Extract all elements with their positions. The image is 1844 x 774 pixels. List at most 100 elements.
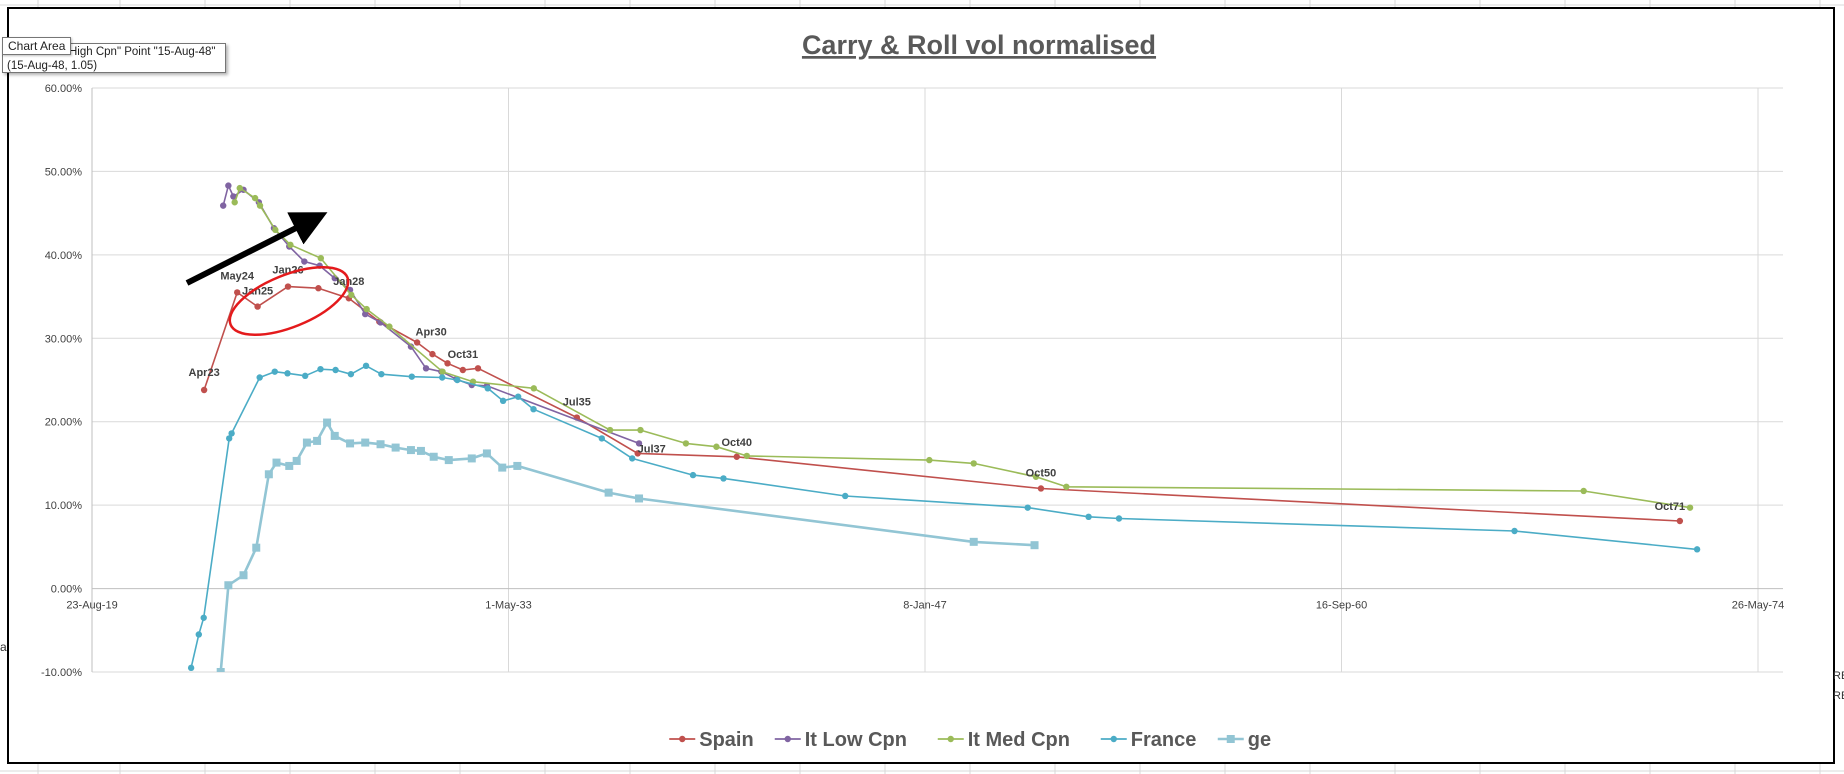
- data-point[interactable]: [386, 323, 393, 330]
- data-point[interactable]: [362, 362, 370, 370]
- legend-item-france[interactable]: France: [1100, 729, 1197, 751]
- data-point[interactable]: [256, 202, 264, 209]
- data-point[interactable]: [841, 492, 849, 500]
- series-line[interactable]: [219, 421, 1035, 673]
- data-point[interactable]: [285, 461, 294, 470]
- data-point[interactable]: [391, 443, 400, 452]
- legend-item-ge[interactable]: ge: [1217, 729, 1271, 751]
- data-point[interactable]: [284, 283, 292, 290]
- data-point[interactable]: [317, 365, 324, 373]
- data-point[interactable]: [1115, 515, 1123, 522]
- data-point[interactable]: [682, 440, 690, 447]
- highlight-ellipse[interactable]: [221, 253, 357, 348]
- data-point[interactable]: [378, 370, 385, 378]
- data-point[interactable]: [363, 305, 370, 313]
- data-point[interactable]: [256, 374, 263, 381]
- data-point[interactable]: [969, 537, 978, 546]
- data-point[interactable]: [604, 488, 613, 497]
- data-point[interactable]: [444, 456, 453, 465]
- data-point[interactable]: [1693, 546, 1701, 553]
- data-point[interactable]: [406, 446, 415, 455]
- data-point[interactable]: [219, 202, 227, 209]
- data-point[interactable]: [408, 373, 415, 380]
- data-point[interactable]: [348, 291, 355, 299]
- data-point[interactable]: [743, 452, 751, 460]
- data-point[interactable]: [513, 461, 522, 470]
- data-point[interactable]: [1037, 485, 1045, 492]
- data-point[interactable]: [1511, 527, 1518, 535]
- data-point[interactable]: [422, 365, 430, 372]
- data-point[interactable]: [482, 449, 491, 458]
- data-point[interactable]: [606, 426, 614, 434]
- data-point[interactable]: [272, 458, 281, 467]
- data-point[interactable]: [317, 254, 325, 262]
- data-point[interactable]: [287, 241, 294, 249]
- data-point[interactable]: [689, 471, 697, 479]
- data-point[interactable]: [635, 494, 644, 503]
- trend-arrow[interactable]: [185, 212, 328, 286]
- data-point[interactable]: [330, 431, 339, 440]
- data-point[interactable]: [332, 366, 339, 374]
- series-line[interactable]: [203, 285, 1680, 522]
- data-point[interactable]: [313, 436, 322, 445]
- data-point[interactable]: [484, 385, 491, 392]
- data-point[interactable]: [216, 668, 225, 676]
- data-point[interactable]: [1686, 504, 1694, 511]
- data-point[interactable]: [629, 455, 636, 462]
- data-point[interactable]: [637, 426, 644, 434]
- data-point[interactable]: [467, 454, 476, 463]
- data-point[interactable]: [416, 446, 425, 455]
- data-point[interactable]: [323, 418, 332, 427]
- data-point[interactable]: [1676, 517, 1684, 525]
- data-point[interactable]: [454, 376, 461, 384]
- data-point[interactable]: [347, 370, 355, 378]
- data-point[interactable]: [292, 456, 301, 465]
- data-point[interactable]: [459, 366, 467, 374]
- data-point[interactable]: [233, 289, 241, 296]
- data-point[interactable]: [251, 194, 259, 202]
- data-point[interactable]: [438, 374, 446, 381]
- legend-item-it-low-cpn[interactable]: It Low Cpn: [774, 729, 907, 751]
- data-point[interactable]: [272, 226, 279, 234]
- data-point[interactable]: [1085, 513, 1092, 521]
- data-point[interactable]: [530, 385, 538, 392]
- series-line[interactable]: [233, 187, 1691, 509]
- data-point[interactable]: [713, 443, 720, 450]
- data-point[interactable]: [200, 386, 208, 394]
- data-point[interactable]: [230, 193, 237, 200]
- data-point[interactable]: [635, 440, 643, 447]
- data-point[interactable]: [315, 285, 322, 292]
- series-line[interactable]: [190, 364, 1698, 668]
- data-point[interactable]: [225, 435, 233, 442]
- data-point[interactable]: [254, 303, 261, 310]
- data-point[interactable]: [1030, 541, 1039, 550]
- data-point[interactable]: [252, 543, 261, 552]
- data-point[interactable]: [362, 310, 369, 318]
- data-point[interactable]: [302, 438, 311, 447]
- data-point[interactable]: [231, 199, 238, 206]
- legend-item-spain[interactable]: Spain: [669, 729, 754, 751]
- data-point[interactable]: [1063, 483, 1070, 490]
- chart-area[interactable]: [7, 7, 1835, 764]
- data-point[interactable]: [1580, 487, 1587, 495]
- data-point[interactable]: [1024, 504, 1031, 511]
- data-point[interactable]: [970, 460, 977, 467]
- data-point[interactable]: [429, 452, 438, 461]
- data-point[interactable]: [444, 360, 451, 367]
- data-point[interactable]: [498, 463, 507, 472]
- data-point[interactable]: [1032, 473, 1040, 480]
- data-point[interactable]: [474, 365, 482, 372]
- data-point[interactable]: [720, 475, 727, 482]
- data-point[interactable]: [376, 440, 385, 449]
- data-point[interactable]: [439, 368, 446, 375]
- data-point[interactable]: [228, 430, 235, 437]
- data-point[interactable]: [195, 631, 202, 638]
- data-point[interactable]: [271, 368, 278, 375]
- data-point[interactable]: [301, 258, 308, 265]
- data-point[interactable]: [301, 372, 309, 380]
- data-point[interactable]: [407, 343, 415, 350]
- data-point[interactable]: [598, 435, 605, 442]
- data-point[interactable]: [284, 370, 291, 377]
- data-point[interactable]: [239, 571, 248, 580]
